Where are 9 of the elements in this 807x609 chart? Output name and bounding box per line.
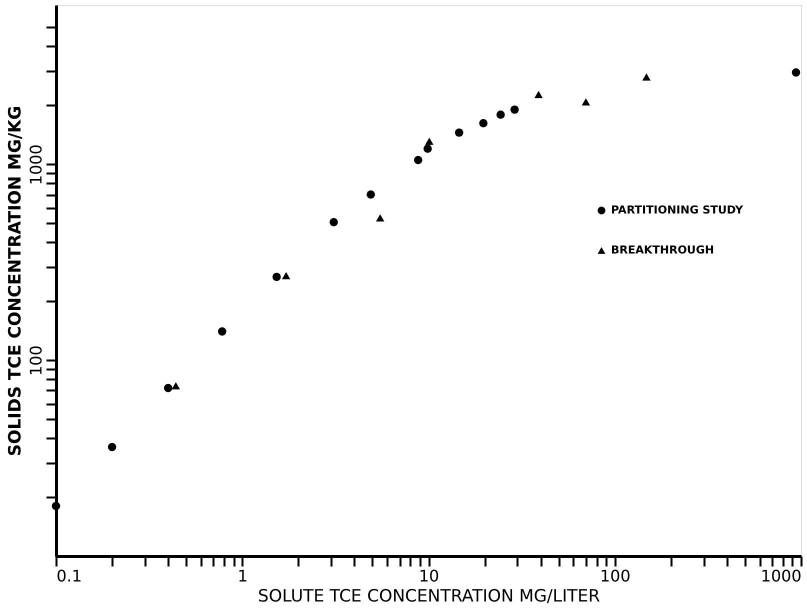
y-axis-title: SOLIDS TCE CONCENTRATION MG/KG [6, 106, 26, 456]
x-tick-label: 100 [600, 566, 631, 586]
x-tick-label: 1000 [760, 566, 802, 586]
x-tick-label: 10 [418, 566, 440, 586]
x-axis-title: SOLUTE TCE CONCENTRATION MG/LITER [258, 586, 600, 606]
x-tick-label: 0.1 [56, 566, 82, 586]
legend-label: BREAKTHROUGH [611, 244, 714, 256]
legend-label: PARTITIONING STUDY [611, 204, 744, 216]
x-tick-label: 1 [238, 566, 248, 586]
